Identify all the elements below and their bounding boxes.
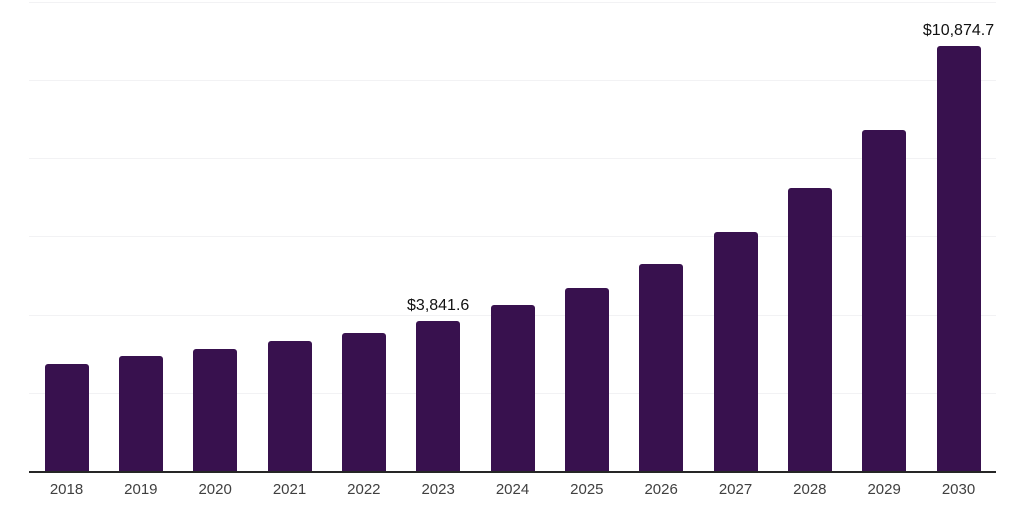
- bar-2030: [936, 46, 981, 471]
- bar-2025: [564, 288, 609, 471]
- bar-2018: [44, 364, 89, 471]
- bar-2024: [490, 305, 535, 471]
- x-axis-labels: 2018 2019 2020 2021 2022 2023 2024 2025 2026 2027…: [29, 481, 996, 501]
- bar-2026: [639, 264, 684, 471]
- bar-2019: [118, 356, 163, 471]
- bar-2020: [193, 349, 238, 471]
- x-tick-2025: 2025: [570, 481, 604, 498]
- bar-2023: [416, 321, 461, 471]
- x-tick-2024: 2024: [495, 481, 530, 498]
- bar-2029: [862, 130, 907, 471]
- x-tick-2018: 2018: [49, 481, 84, 498]
- x-tick-2030: 2030: [941, 481, 976, 498]
- bar-2021: [267, 341, 312, 471]
- x-tick-2020: 2020: [198, 481, 232, 498]
- plot-area: $3,841.6 $10,874.7: [29, 2, 996, 473]
- x-tick-2029: 2029: [867, 481, 901, 498]
- gridline-12000: [29, 2, 996, 3]
- x-tick-2021: 2021: [272, 481, 307, 498]
- bar-2027: [713, 232, 758, 471]
- gridline-6000: [29, 236, 996, 237]
- bar-2022: [341, 333, 386, 471]
- x-tick-2023: 2023: [421, 481, 455, 498]
- gridline-10000: [29, 80, 996, 81]
- gridline-8000: [29, 158, 996, 159]
- data-label-2023: $3,841.6: [407, 297, 470, 314]
- x-tick-2019: 2019: [124, 481, 158, 498]
- x-tick-2026: 2026: [644, 481, 678, 498]
- x-tick-2022: 2022: [347, 481, 381, 498]
- x-tick-2027: 2027: [718, 481, 753, 498]
- data-label-2030: $10,874.7: [922, 22, 995, 39]
- bar-2028: [787, 188, 832, 471]
- x-tick-2028: 2028: [793, 481, 827, 498]
